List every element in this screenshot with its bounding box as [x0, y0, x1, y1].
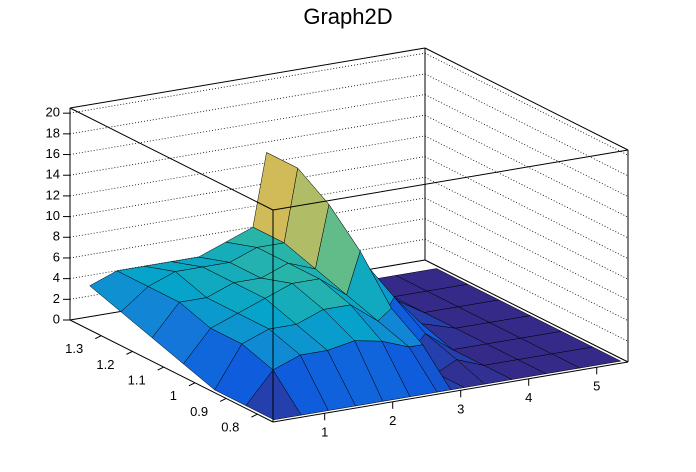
y-tick-label: 1	[170, 388, 177, 403]
y-tick-label: 1.3	[65, 341, 83, 356]
chart-title: Graph2D	[303, 4, 392, 29]
z-tick-label: 2	[53, 291, 60, 306]
grid-line	[424, 114, 629, 218]
y-tick-label: 0.9	[190, 404, 208, 419]
z-tick-label: 16	[46, 146, 60, 161]
y-tick-label: 1.1	[128, 373, 146, 388]
x-tick-label: 5	[593, 379, 600, 394]
grid-line	[69, 114, 426, 176]
box-edge	[424, 259, 629, 363]
z-tick-label: 20	[46, 105, 60, 120]
y-tick	[126, 350, 133, 355]
grid-line	[424, 238, 629, 342]
z-tick-label: 4	[53, 270, 60, 285]
x-tick-label: 2	[389, 413, 396, 428]
grid-line	[69, 197, 426, 259]
grid-line	[69, 94, 426, 155]
z-tick-label: 8	[53, 229, 60, 244]
box-edge	[272, 149, 629, 211]
box-edge	[69, 107, 274, 211]
grid-line	[424, 52, 629, 156]
y-tick	[95, 335, 102, 340]
grid-line	[424, 218, 629, 321]
y-axis	[69, 319, 274, 423]
grid-line	[424, 156, 629, 259]
grid-line	[69, 135, 426, 197]
z-tick-label: 10	[46, 208, 60, 223]
x-tick-label: 4	[525, 390, 532, 405]
y-tick	[188, 382, 196, 387]
y-tick	[251, 413, 258, 418]
z-tick-label: 14	[46, 167, 60, 182]
y-tick	[157, 366, 164, 371]
z-tick-label: 12	[46, 187, 60, 202]
y-tick-label: 0.8	[221, 420, 239, 435]
z-tick-label: 0	[53, 311, 60, 326]
grid-line	[69, 73, 426, 135]
y-tick	[219, 398, 227, 402]
grid-line	[424, 73, 629, 177]
grid-line	[424, 197, 629, 301]
z-tick-label: 6	[53, 249, 60, 264]
z-tick-label: 18	[46, 125, 60, 140]
grid-line	[424, 94, 629, 197]
grid-line	[424, 176, 629, 280]
x-axis	[272, 361, 629, 423]
y-tick-label: 1.2	[96, 357, 114, 372]
box-edge	[69, 47, 426, 109]
grid-line	[69, 156, 426, 217]
grid-line	[69, 176, 426, 238]
grid-line	[69, 52, 426, 114]
x-tick-label: 1	[321, 425, 328, 440]
grid-line	[424, 135, 629, 239]
x-tick-label: 3	[457, 402, 464, 417]
box-edge	[424, 47, 629, 151]
